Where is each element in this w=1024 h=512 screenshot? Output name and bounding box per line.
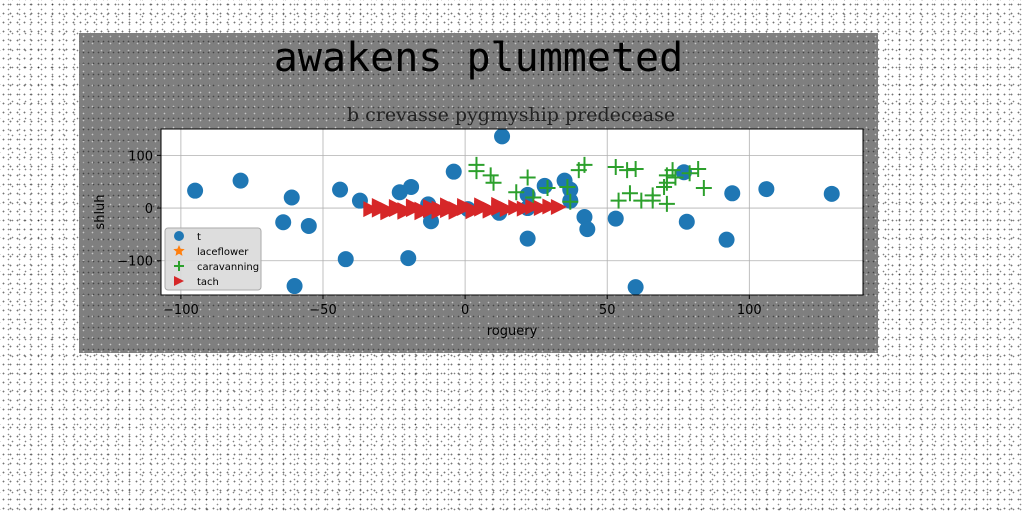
data-point <box>485 174 502 191</box>
data-point <box>658 195 675 212</box>
data-point <box>400 250 417 267</box>
data-point <box>494 128 511 145</box>
data-point <box>332 181 349 198</box>
data-point <box>445 163 462 180</box>
data-point <box>533 200 550 217</box>
data-point <box>724 185 741 202</box>
legend-label: caravanning <box>197 262 259 273</box>
data-point <box>286 278 303 295</box>
data-point <box>695 180 712 197</box>
data-point <box>579 221 596 238</box>
legend-marker <box>174 276 184 286</box>
data-point <box>607 158 624 175</box>
data-point <box>457 197 474 214</box>
legend-label: tach <box>197 277 219 288</box>
data-point <box>380 204 397 221</box>
y-tick-label: 0 <box>145 202 153 217</box>
legend: t laceflower caravanning tach <box>164 227 262 291</box>
data-point <box>519 169 536 186</box>
data-point <box>431 203 448 220</box>
x-tick-label: 0 <box>461 303 469 318</box>
data-point <box>576 156 593 173</box>
data-point <box>337 251 354 268</box>
legend-label: laceflower <box>197 247 249 258</box>
data-point <box>525 198 542 215</box>
data-point <box>187 182 204 199</box>
data-point <box>448 203 465 220</box>
data-point <box>363 201 380 218</box>
axis-ticks: −100 −50 0 50 100 −100 0 100 <box>117 149 761 318</box>
data-point <box>516 200 533 217</box>
data-point <box>690 161 707 178</box>
data-point <box>542 198 559 215</box>
data-point <box>559 178 576 195</box>
data-point <box>644 187 661 204</box>
data-point <box>482 167 499 184</box>
data-point <box>550 198 567 215</box>
data-point <box>508 184 525 201</box>
data-point <box>371 197 388 214</box>
data-point <box>627 161 644 178</box>
y-tick-label: 100 <box>128 149 153 164</box>
data-point <box>525 189 542 206</box>
data-point <box>576 209 593 226</box>
data-point <box>678 213 695 230</box>
figure-title: awakens plummeted <box>273 35 684 81</box>
data-point <box>607 210 624 227</box>
y-tick-label: −100 <box>117 255 153 270</box>
series-caravanning <box>468 156 712 212</box>
data-point <box>681 165 698 182</box>
data-marks <box>187 128 840 296</box>
legend-label: t <box>197 232 201 243</box>
data-point <box>491 196 508 213</box>
data-point <box>232 172 249 189</box>
data-point <box>300 217 317 234</box>
x-axis-label: roguery <box>487 324 538 339</box>
data-point <box>519 186 536 203</box>
data-point <box>658 174 675 191</box>
x-tick-label: 50 <box>599 303 616 318</box>
data-point <box>610 192 627 209</box>
chart-title: b crevasse pygmyship predecease <box>347 104 675 126</box>
data-point <box>468 163 485 180</box>
x-tick-label: 100 <box>737 303 762 318</box>
series-tach <box>363 196 567 221</box>
data-point <box>562 193 579 210</box>
data-point <box>664 162 681 179</box>
legend-box <box>164 227 262 291</box>
data-point <box>667 169 684 186</box>
data-point <box>519 230 536 247</box>
data-point <box>536 177 553 194</box>
data-point <box>275 214 292 231</box>
plot-frame <box>160 128 864 296</box>
data-point <box>474 197 491 214</box>
data-point <box>619 162 636 179</box>
data-point <box>718 231 735 248</box>
x-tick-label: −100 <box>163 303 199 318</box>
grid-lines <box>161 129 863 295</box>
data-point <box>539 180 556 197</box>
data-point <box>562 181 579 198</box>
data-point <box>675 164 692 181</box>
data-point <box>656 178 673 195</box>
legend-marker <box>174 231 184 241</box>
data-point <box>403 178 420 195</box>
data-point <box>465 203 482 220</box>
legend-marker <box>173 245 185 256</box>
data-point <box>397 203 414 220</box>
data-point <box>758 181 775 198</box>
data-point <box>283 189 300 206</box>
data-point <box>621 185 638 202</box>
data-point <box>508 199 525 216</box>
data-point <box>627 279 644 296</box>
data-point <box>482 202 499 219</box>
legend-marker <box>174 261 184 271</box>
data-point <box>823 185 840 202</box>
data-point <box>414 204 431 221</box>
y-axis-label: shluh <box>93 194 108 229</box>
x-tick-label: −50 <box>309 303 336 318</box>
data-point <box>440 197 457 214</box>
